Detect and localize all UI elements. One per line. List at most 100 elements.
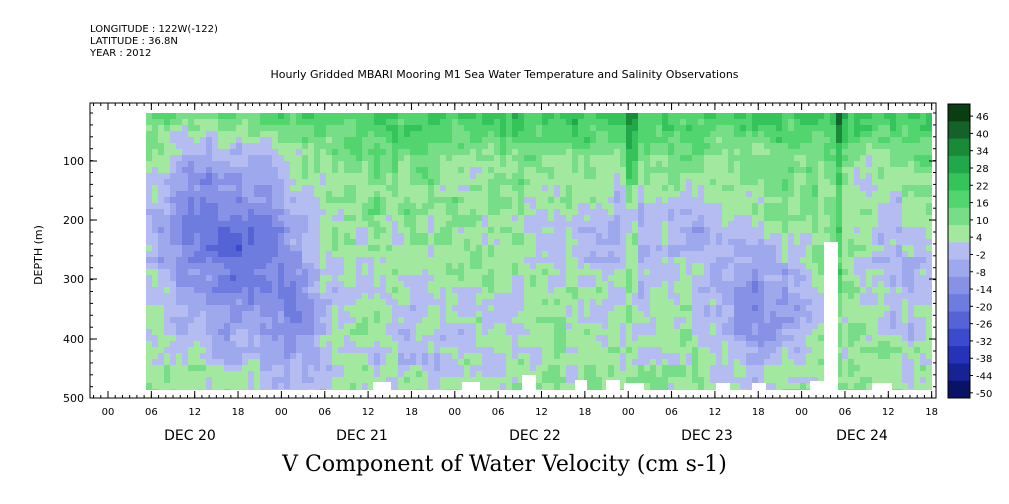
- field-cell: [746, 167, 753, 174]
- field-cell: [260, 185, 267, 192]
- field-cell: [566, 227, 573, 234]
- field-cell: [182, 167, 189, 174]
- field-cell: [488, 179, 495, 186]
- field-cell: [704, 269, 711, 276]
- field-cell: [530, 173, 537, 180]
- field-cell: [452, 209, 459, 216]
- field-cell: [716, 191, 723, 198]
- field-cell: [254, 347, 261, 354]
- field-cell: [488, 155, 495, 162]
- field-cell: [548, 239, 555, 246]
- field-cell: [740, 383, 747, 390]
- field-cell: [230, 383, 237, 390]
- field-cell: [716, 209, 723, 216]
- field-cell: [440, 377, 447, 384]
- field-cell: [356, 317, 363, 324]
- field-cell: [326, 311, 333, 318]
- field-cell: [278, 335, 285, 342]
- field-cell: [530, 221, 537, 228]
- field-cell: [290, 377, 297, 384]
- field-cell: [764, 293, 771, 300]
- field-cell: [272, 299, 279, 306]
- field-cell: [206, 203, 213, 210]
- field-cell: [182, 335, 189, 342]
- field-cell: [224, 209, 231, 216]
- field-cell: [158, 179, 165, 186]
- field-cell: [452, 383, 459, 390]
- field-cell: [476, 173, 483, 180]
- field-cell: [656, 281, 663, 288]
- field-cell: [566, 221, 573, 228]
- field-cell: [620, 359, 627, 366]
- field-cell: [260, 239, 267, 246]
- field-cell: [500, 245, 507, 252]
- field-cell: [320, 341, 327, 348]
- field-cell: [776, 137, 783, 144]
- field-cell: [260, 377, 267, 384]
- field-cell: [206, 167, 213, 174]
- field-cell: [572, 209, 579, 216]
- field-cell: [578, 137, 585, 144]
- field-cell: [536, 257, 543, 264]
- field-cell: [356, 305, 363, 312]
- field-cell: [458, 179, 465, 186]
- field-cell: [410, 227, 417, 234]
- field-cell: [548, 185, 555, 192]
- field-cell: [278, 311, 285, 318]
- field-cell: [494, 263, 501, 270]
- field-cell: [440, 347, 447, 354]
- field-cell: [416, 263, 423, 270]
- field-cell: [344, 293, 351, 300]
- field-cell: [272, 161, 279, 168]
- field-cell: [644, 137, 651, 144]
- field-cell: [578, 335, 585, 342]
- field-cell: [434, 131, 441, 138]
- field-cell: [290, 317, 297, 324]
- field-cell: [740, 305, 747, 312]
- field-cell: [662, 299, 669, 306]
- field-cell: [320, 185, 327, 192]
- field-cell: [404, 155, 411, 162]
- field-cell: [614, 197, 621, 204]
- field-cell: [476, 113, 483, 120]
- field-cell: [626, 209, 633, 216]
- field-cell: [482, 167, 489, 174]
- field-cell: [524, 329, 531, 336]
- field-cell: [674, 239, 681, 246]
- field-cell: [320, 353, 327, 360]
- field-cell: [434, 251, 441, 258]
- field-cell: [440, 155, 447, 162]
- field-cell: [602, 167, 609, 174]
- field-cell: [398, 149, 405, 156]
- field-cell: [194, 119, 201, 126]
- field-cell: [458, 113, 465, 120]
- field-cell: [290, 365, 297, 372]
- field-cell: [164, 221, 171, 228]
- field-cell: [776, 365, 783, 372]
- field-cell: [194, 335, 201, 342]
- field-cell: [332, 389, 339, 390]
- field-cell: [776, 197, 783, 204]
- field-cell: [608, 269, 615, 276]
- field-cell: [620, 203, 627, 210]
- field-cell: [260, 317, 267, 324]
- field-cell: [692, 203, 699, 210]
- field-cell: [362, 329, 369, 336]
- field-cell: [548, 335, 555, 342]
- field-cell: [518, 329, 525, 336]
- field-cell: [320, 221, 327, 228]
- field-cell: [320, 311, 327, 318]
- field-cell: [170, 287, 177, 294]
- field-cell: [650, 383, 657, 390]
- field-cell: [164, 215, 171, 222]
- field-cell: [572, 233, 579, 240]
- field-cell: [152, 377, 159, 384]
- field-cell: [530, 263, 537, 270]
- field-cell: [194, 209, 201, 216]
- field-cell: [392, 143, 399, 150]
- field-cell: [710, 227, 717, 234]
- field-cell: [374, 149, 381, 156]
- field-cell: [224, 341, 231, 348]
- field-cell: [446, 251, 453, 258]
- field-cell: [410, 311, 417, 318]
